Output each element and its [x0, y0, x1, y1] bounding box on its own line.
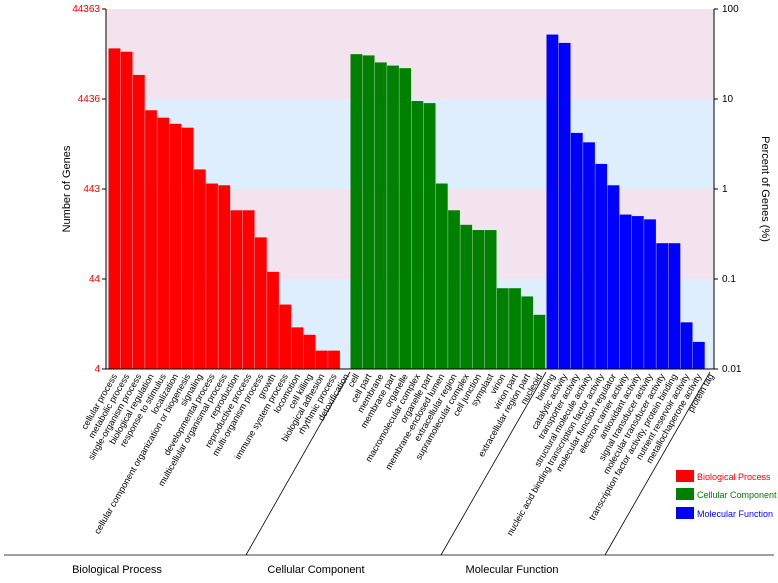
y-axis-title-left: Number of Genes: [61, 145, 73, 232]
bar: [181, 127, 194, 369]
bars-layer: [108, 34, 705, 370]
bar: [558, 42, 571, 369]
bar: [157, 117, 170, 369]
bar: [132, 74, 145, 370]
right-tick-label: 1: [722, 184, 728, 195]
bar: [435, 183, 448, 369]
bar: [218, 185, 231, 369]
bar: [120, 51, 133, 369]
bar: [387, 65, 399, 370]
bar: [254, 237, 267, 369]
bar: [496, 288, 509, 369]
bar: [484, 230, 497, 369]
left-tick-label: 44: [89, 274, 101, 285]
bar: [230, 210, 243, 369]
legend-label: Cellular Component: [697, 490, 777, 500]
group-frames: Biological Process Cellular Component Mole…: [4, 371, 774, 576]
right-tick-label: 0.1: [722, 274, 736, 285]
right-tick-label: 10: [722, 94, 734, 105]
bar: [242, 210, 255, 369]
group-divider: [245, 371, 351, 556]
bar: [607, 185, 620, 369]
bar: [595, 163, 608, 369]
bar: [509, 288, 521, 369]
legend-swatch: [676, 488, 694, 500]
group-name: Cellular Component: [267, 564, 364, 576]
legend-swatch: [676, 507, 694, 519]
bar: [619, 214, 632, 369]
bar: [350, 54, 363, 370]
bar: [399, 68, 412, 370]
bar: [521, 296, 534, 369]
bar: [656, 243, 669, 369]
legend-swatch: [676, 470, 694, 482]
bar: [362, 55, 375, 369]
left-tick-label: 4436: [78, 94, 101, 105]
right-tick-label: 100: [722, 4, 739, 15]
bar: [644, 219, 656, 369]
bar: [328, 350, 340, 369]
left-tick-label: 44363: [72, 4, 100, 15]
bar: [692, 341, 705, 369]
bar: [546, 34, 559, 370]
bar: [472, 230, 485, 369]
bar: [315, 350, 328, 369]
bar: [583, 142, 595, 369]
bar: [108, 48, 121, 369]
bar: [279, 304, 292, 369]
bar: [374, 62, 387, 370]
bar: [206, 183, 218, 369]
bar: [193, 169, 206, 369]
y-axis-title-right: Percent of Genes (%): [759, 136, 771, 242]
bar: [169, 123, 182, 369]
bar: [570, 132, 583, 369]
group-name: Biological Process: [72, 564, 162, 576]
bar: [303, 334, 316, 369]
group-divider: [604, 371, 711, 556]
bar: [145, 110, 157, 370]
bar: [668, 243, 681, 369]
bar: [631, 216, 644, 369]
bar: [460, 224, 473, 369]
legend-label: Molecular Function: [697, 509, 773, 519]
bar: [423, 103, 436, 370]
right-tick-label: 0.01: [722, 364, 742, 375]
legend: Biological Process Cellular Component Mole…: [676, 470, 777, 519]
left-tick-label: 443: [83, 184, 100, 195]
group-divider: [440, 371, 547, 556]
left-tick-label: 4: [94, 364, 100, 375]
bar: [533, 314, 546, 369]
group-name: Molecular Function: [466, 564, 559, 576]
legend-label: Biological Process: [697, 472, 771, 482]
bar: [680, 322, 693, 369]
bar: [411, 101, 424, 369]
bar: [448, 210, 460, 369]
bar: [291, 327, 304, 369]
bar: [267, 271, 279, 369]
